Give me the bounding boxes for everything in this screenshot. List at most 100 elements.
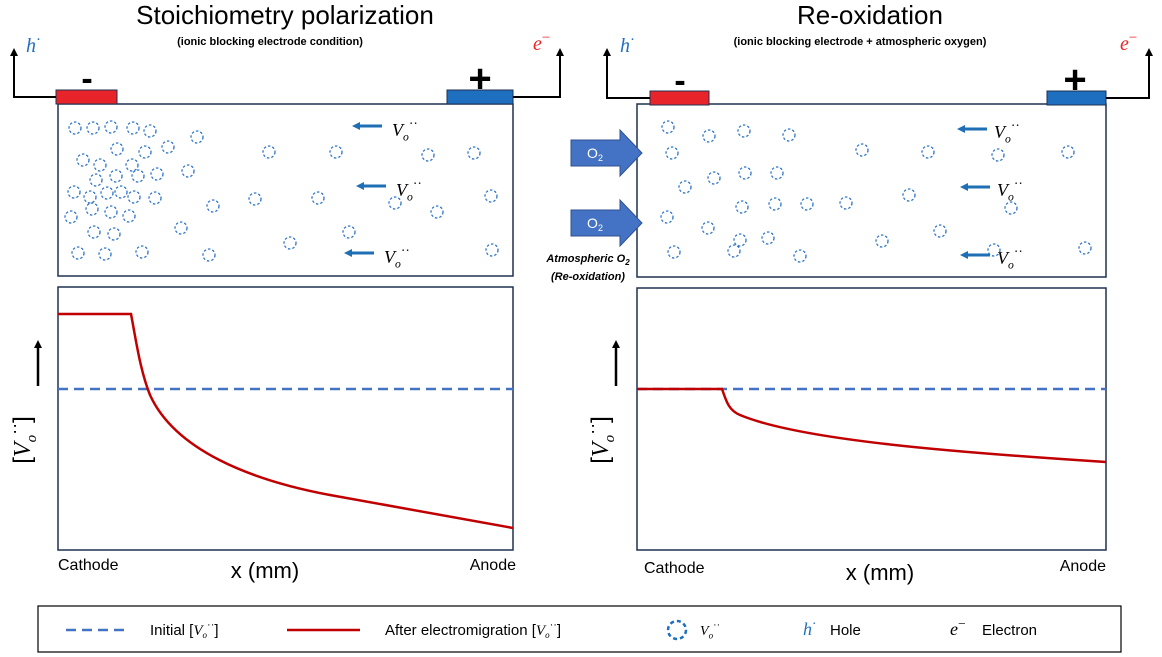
vacancy-circle xyxy=(148,191,162,205)
vacancy-circle xyxy=(131,169,145,183)
vacancy-circle xyxy=(1004,201,1018,215)
v-sup: ·· xyxy=(4,423,24,435)
o2-arrow xyxy=(570,128,643,178)
vacancy-circle xyxy=(68,121,82,135)
vacancy-circle xyxy=(800,197,814,211)
graph-box xyxy=(57,286,514,551)
vacancy-circle xyxy=(793,249,807,263)
symbol: e− xyxy=(1120,30,1137,55)
vacancy-circle xyxy=(678,180,692,194)
vacancy-circle xyxy=(122,209,136,223)
o2-base: O xyxy=(587,145,598,161)
legend-text: After electromigration [ xyxy=(385,622,537,639)
symbol-base: V xyxy=(392,120,405,140)
bracket: [ xyxy=(587,457,614,464)
vacancy-circle xyxy=(430,205,444,219)
vacancy-circle xyxy=(174,221,188,235)
vacancy-circle xyxy=(181,164,195,178)
symbol-base: V xyxy=(700,624,710,639)
vacancy-circle xyxy=(782,128,796,142)
vacancy-circle xyxy=(701,221,715,235)
legend-label: After electromigration [Vo··] xyxy=(385,619,561,640)
symbol-base: e xyxy=(533,33,542,55)
x-start: Cathode xyxy=(58,557,119,574)
vacancy-circle xyxy=(667,245,681,259)
vacancy-circle xyxy=(110,142,124,156)
vacancy-circle xyxy=(83,190,97,204)
v-sup: ·· xyxy=(582,423,602,435)
symbol: Vo·· xyxy=(700,621,720,641)
symbol-sub: o xyxy=(403,131,409,144)
symbol-sup: ·· xyxy=(413,176,422,191)
vacancy-circle xyxy=(991,148,1005,162)
symbol-sup: − xyxy=(958,616,966,631)
symbol-sup: ·· xyxy=(409,116,418,131)
vacancy-circle xyxy=(342,225,356,239)
vacancy-circle xyxy=(262,145,276,159)
vacancy-circle xyxy=(89,173,103,187)
y-label: [Vo··] xyxy=(4,416,40,464)
vacancy-circle xyxy=(161,140,175,154)
symbol-sup: ·· xyxy=(401,243,410,258)
vacancy-circle xyxy=(733,233,747,247)
vacancy-circle xyxy=(902,188,916,202)
symbol-sup: − xyxy=(542,30,550,46)
left-title: Stoichiometry polarization xyxy=(136,0,434,30)
vacancy-circle xyxy=(86,121,100,135)
o2-base: O xyxy=(587,215,598,231)
o2-arrow xyxy=(570,198,643,248)
vacancy-circle xyxy=(138,145,152,159)
vacancy-circle xyxy=(85,202,99,216)
symbol: Vo·· xyxy=(997,244,1023,272)
oxygen-note-line2: (Re-oxidation) xyxy=(551,271,625,283)
symbol-sup: ·· xyxy=(713,621,720,632)
symbol-base: V xyxy=(396,180,409,200)
symbol-sup: ·· xyxy=(1014,176,1023,191)
symbol: h· xyxy=(803,616,817,639)
symbol-sup: · xyxy=(630,32,635,48)
v-base: V xyxy=(536,623,547,639)
vacancy-circle xyxy=(283,236,297,250)
vacancy-circle xyxy=(100,186,114,200)
symbol: Vo·· xyxy=(997,176,1023,204)
vacancy-circle xyxy=(388,196,402,210)
v-sub: o xyxy=(24,434,40,442)
o2-label: O2 xyxy=(587,215,603,233)
vacancy-circle xyxy=(839,196,853,210)
note-base: Atmospheric O xyxy=(545,253,625,265)
symbol-sup: ·· xyxy=(1011,118,1020,133)
symbol-base: V xyxy=(994,122,1007,142)
symbol: e− xyxy=(950,616,966,639)
minus-sign: - xyxy=(81,60,92,98)
right-subtitle: (ionic blocking electrode + atmospheric … xyxy=(734,36,987,48)
v-sup: ·· xyxy=(550,619,557,631)
vacancy-circle xyxy=(329,145,343,159)
vacancy-circle xyxy=(467,146,481,160)
symbol: Vo·· xyxy=(994,118,1020,146)
legend-hole: Hole xyxy=(830,622,861,639)
bracket: ] xyxy=(9,416,36,423)
symbol: Vo·· xyxy=(396,176,422,204)
vacancy-circle xyxy=(485,243,499,257)
v-base: V xyxy=(588,440,614,457)
y-label: [Vo··] xyxy=(582,416,618,464)
symbol-sub: o xyxy=(407,191,413,204)
symbol-base: V xyxy=(997,180,1010,200)
symbol-sub: o xyxy=(1008,259,1014,272)
o2-sub: 2 xyxy=(598,223,603,233)
symbol: h· xyxy=(26,32,41,57)
wire xyxy=(10,48,56,98)
bracket: [ xyxy=(9,457,36,464)
v-base: V xyxy=(193,623,204,639)
note-sub: 2 xyxy=(624,258,630,267)
vacancy-circle xyxy=(484,189,498,203)
symbol: Vo·· xyxy=(392,116,418,144)
legend-text: Initial [ xyxy=(150,622,194,639)
vacancy-circle xyxy=(737,124,751,138)
wire xyxy=(1106,48,1153,99)
legend-circle xyxy=(666,619,688,641)
vacancy-circle xyxy=(248,192,262,206)
symbol: h· xyxy=(620,32,635,57)
legend-label: Initial [Vo··] xyxy=(150,619,219,640)
vacancy-circle xyxy=(202,248,216,262)
